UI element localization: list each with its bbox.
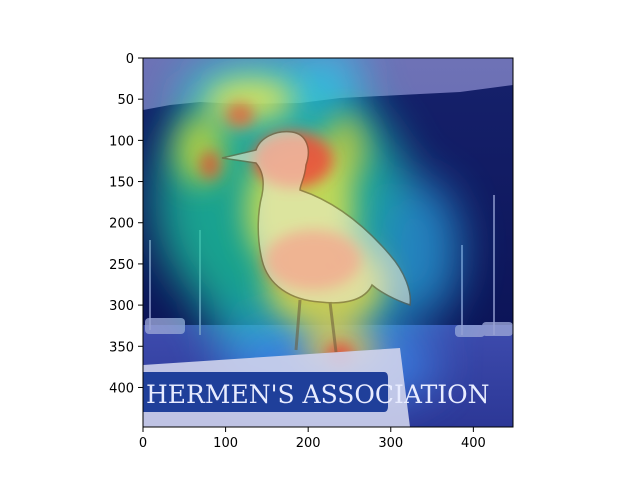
x-tick-label: 100 [213,436,238,451]
y-tick-label: 400 [109,381,134,396]
y-tick-label: 50 [117,93,134,108]
heatmap-image: HERMEN'S ASSOCIATION [143,58,513,427]
sign-board: HERMEN'S ASSOCIATION [143,348,490,427]
y-tick-label: 200 [109,217,134,232]
y-tick-label: 350 [109,340,134,355]
x-tick-label: 200 [296,436,321,451]
y-tick-label: 150 [109,176,134,191]
x-tick-label: 0 [139,436,147,451]
y-tick-label: 0 [126,52,134,67]
y-tick-label: 100 [109,134,134,149]
seagull [221,130,412,353]
boat-hulls [145,318,513,337]
sign-text: HERMEN'S ASSOCIATION [146,380,490,409]
y-tick-label: 300 [109,299,134,314]
y-tick-label: 250 [109,258,134,273]
x-axis: 0 100 200 300 400 [139,427,486,451]
plot-frame [142,57,514,428]
y-axis: 0 50 100 150 200 250 300 350 400 [109,52,143,396]
x-tick-label: 300 [378,436,403,451]
x-tick-label: 400 [461,436,486,451]
